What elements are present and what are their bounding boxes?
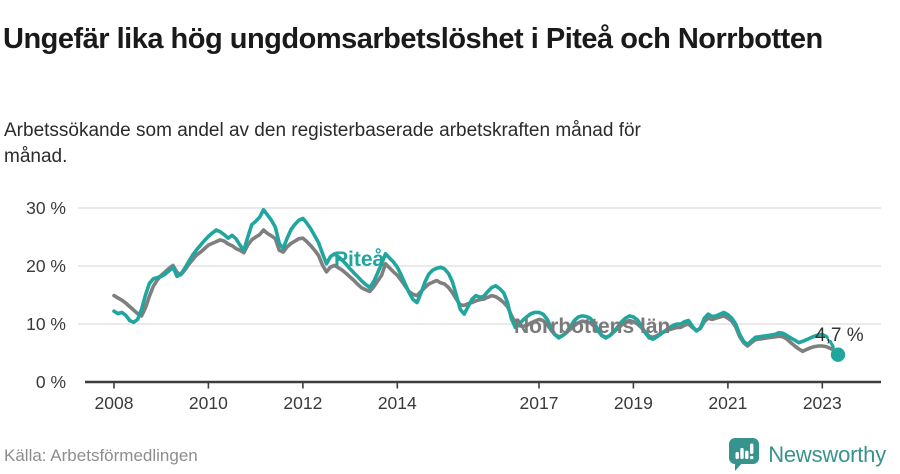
- chart-title: Ungefär lika hög ungdomsarbetslöshet i P…: [3, 23, 823, 56]
- x-axis-label: 2008: [95, 393, 134, 413]
- newsworthy-logo-text: Newsworthy: [768, 441, 886, 467]
- norrbotten-series-label: Norrbottens län: [514, 315, 670, 338]
- unemployment-chart: 0 % 10 % 20 % 30 % 2008 2010 2012 2014 2017 2019 2…: [26, 198, 881, 413]
- x-axis-label: 2023: [803, 393, 842, 413]
- newsworthy-logo: Newsworthy: [728, 437, 886, 472]
- end-value-label: 4,7 %: [815, 325, 864, 346]
- newsworthy-logo-icon: [729, 438, 760, 471]
- x-axis-label: 2014: [378, 393, 417, 413]
- x-axis-label: 2010: [189, 393, 228, 413]
- last-point-marker: [830, 347, 846, 362]
- pitea-line: [112, 207, 825, 347]
- y-axis-label: 10 %: [26, 314, 66, 334]
- x-axis-label: 2017: [520, 393, 559, 413]
- x-axis-label: 2012: [283, 393, 322, 413]
- y-axis-label: 0 %: [36, 372, 66, 392]
- chart-subtitle: Arbetssökande som andel av den registerb…: [4, 120, 641, 167]
- source-credit: Källa: Arbetsförmedlingen: [4, 446, 198, 465]
- norrbotten-line: [112, 228, 840, 354]
- series-layer: [112, 207, 846, 362]
- x-axis-label: 2021: [708, 393, 747, 413]
- pitea-series-label: Piteå: [334, 248, 385, 271]
- y-axis-label: 20 %: [26, 256, 66, 276]
- axis-layer: 0 % 10 % 20 % 30 % 2008 2010 2012 2014 2017 2019 2…: [26, 198, 881, 413]
- chart-annotations: Piteå Norrbottens län 4,7 %: [334, 248, 864, 346]
- grid-layer: [78, 207, 881, 325]
- x-axis-label: 2019: [614, 393, 653, 413]
- y-axis-label: 30 %: [26, 198, 66, 218]
